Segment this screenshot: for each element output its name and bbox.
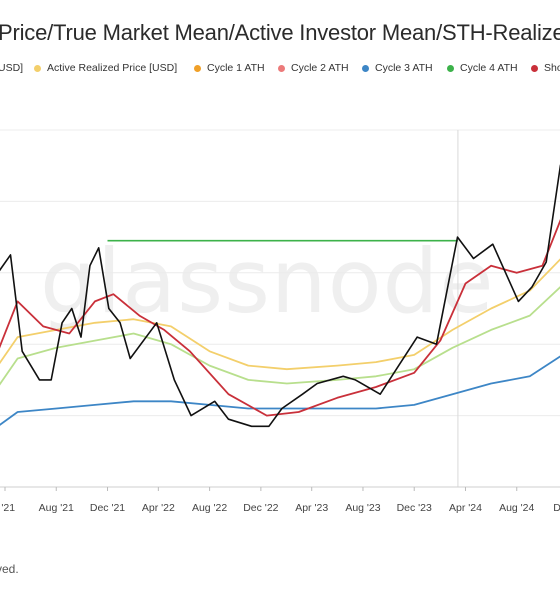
x-tick-label: r '21 — [0, 502, 15, 514]
legend-label: USD] — [0, 62, 24, 74]
legend-item-price[interactable]: USD] — [0, 62, 23, 74]
legend-dot-icon — [447, 64, 454, 72]
x-tick-label: Dec '21 — [90, 502, 125, 514]
chart-title: Price/True Market Mean/Active Investor M… — [0, 20, 560, 45]
legend-item-cycle4[interactable]: Cycle 4 ATH — [447, 62, 518, 74]
x-tick-label: Aug '22 — [192, 502, 227, 514]
x-tick-label: Apr '22 — [142, 502, 175, 514]
legend-item-cycle3[interactable]: Cycle 3 ATH — [362, 62, 433, 74]
x-tick-label: Aug '21 — [39, 502, 74, 514]
series-line — [0, 258, 560, 371]
legend-label: Cycle 3 ATH — [375, 62, 433, 74]
legend-label: Cycle 2 ATH — [291, 62, 349, 74]
series-line — [0, 164, 560, 428]
x-tick-label: Apr '24 — [449, 502, 482, 514]
legend-dot-icon — [531, 64, 538, 72]
x-tick-label: Apr '23 — [295, 502, 328, 514]
series-line — [0, 219, 560, 417]
x-tick-label: Dec '2 — [553, 502, 560, 514]
legend-label: Active Realized Price [USD] — [47, 62, 178, 74]
legend-item-sth[interactable]: Sho — [531, 62, 560, 74]
legend-item-active-realized[interactable]: Active Realized Price [USD] — [34, 62, 177, 74]
legend-dot-icon — [362, 64, 369, 72]
legend-dot-icon — [278, 64, 285, 72]
legend-dot-icon — [194, 64, 201, 72]
legend-dot-icon — [34, 64, 41, 72]
series-line — [0, 355, 560, 426]
x-tick-label: Aug '23 — [345, 502, 380, 514]
x-tick-label: Dec '22 — [243, 502, 278, 514]
footer-note: ved. — [0, 562, 19, 576]
legend-label: Sho — [544, 62, 560, 74]
legend-item-cycle2[interactable]: Cycle 2 ATH — [278, 62, 349, 74]
legend-label: Cycle 4 ATH — [460, 62, 518, 74]
x-tick-label: Aug '24 — [499, 502, 534, 514]
legend-label: Cycle 1 ATH — [207, 62, 265, 74]
legend: USD] Active Realized Price [USD] Cycle 1… — [0, 62, 560, 76]
legend-item-cycle1[interactable]: Cycle 1 ATH — [194, 62, 265, 74]
series-line — [0, 286, 560, 386]
x-tick-label: Dec '23 — [397, 502, 432, 514]
